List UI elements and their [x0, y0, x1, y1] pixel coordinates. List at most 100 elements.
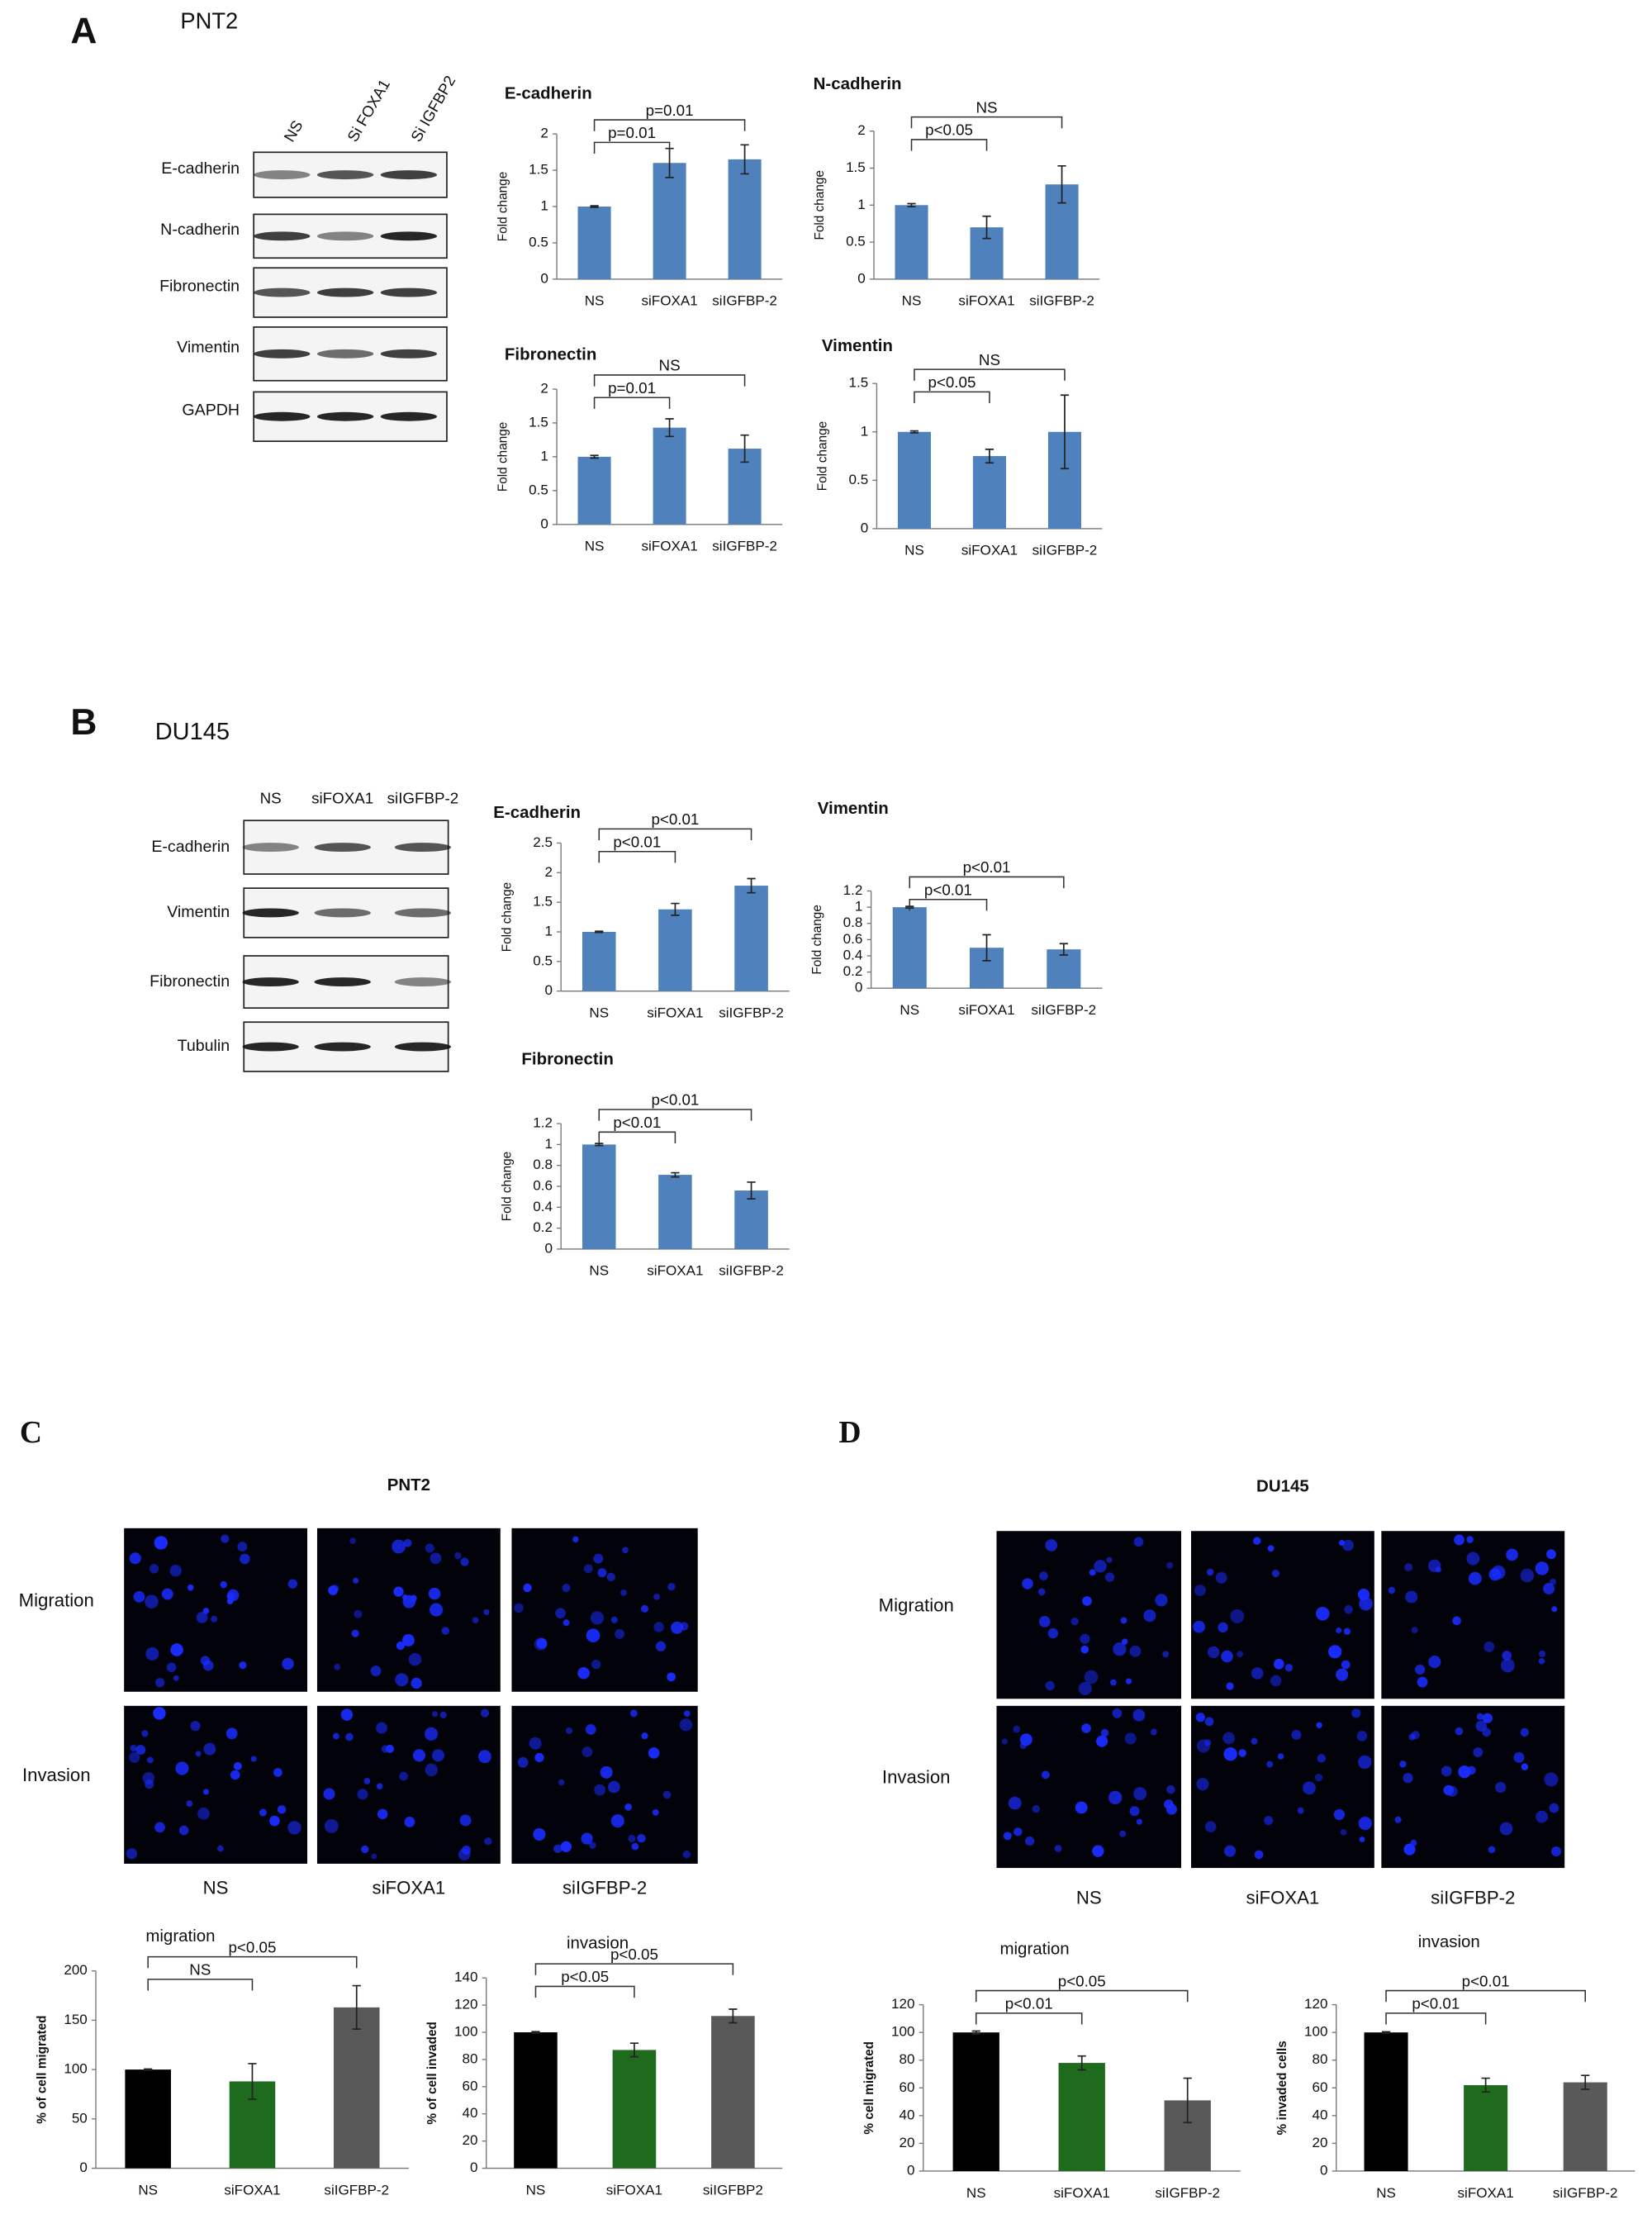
blot-label: Vimentin — [177, 339, 240, 357]
nucleus — [1230, 1609, 1245, 1623]
nucleus — [345, 1732, 354, 1741]
nucleus — [683, 1710, 691, 1718]
nucleus — [1414, 1664, 1426, 1675]
chart-title: Fibronectin — [505, 344, 596, 363]
nucleus — [1351, 1708, 1361, 1718]
panel-label: B — [70, 702, 97, 743]
nucleus — [129, 1751, 140, 1763]
error-bar — [665, 418, 674, 438]
y-tick-label: 120 — [1304, 1996, 1327, 2012]
x-tick-label: siIGFBP-2 — [1032, 543, 1098, 558]
bar — [1563, 2082, 1607, 2171]
nucleus — [1100, 1728, 1109, 1737]
nucleus — [1001, 1738, 1009, 1745]
bar — [892, 907, 927, 989]
nucleus — [610, 1616, 618, 1623]
nucleus — [225, 1727, 238, 1740]
y-tick-label: 120 — [891, 1996, 914, 2012]
nucleus — [529, 1737, 542, 1750]
nucleus — [1195, 1713, 1205, 1722]
error-bar — [971, 2030, 980, 2035]
nucleus — [1399, 1760, 1407, 1768]
nucleus — [349, 1537, 356, 1544]
blot-band — [394, 977, 452, 987]
nucleus — [1124, 1732, 1137, 1745]
bracket — [147, 1955, 358, 1969]
nucleus — [161, 1588, 173, 1600]
nucleus — [1358, 1755, 1372, 1770]
bracket — [598, 1131, 676, 1143]
bracket — [598, 850, 676, 863]
nucleus — [1112, 1708, 1123, 1718]
error-bar — [590, 454, 599, 459]
nucleus — [1491, 1565, 1506, 1580]
error-bar — [1481, 2077, 1490, 2093]
comparison-label: NS — [189, 1961, 211, 1979]
chart-title: Vimentin — [818, 799, 889, 818]
nucleus — [1113, 1642, 1127, 1656]
bracket — [909, 876, 1065, 889]
nucleus — [203, 1742, 216, 1756]
y-tick-label: 0.5 — [848, 472, 868, 487]
nucleus — [1032, 1804, 1040, 1813]
micrograph — [124, 1705, 308, 1864]
nucleus — [226, 1598, 234, 1605]
nucleus — [1341, 1660, 1351, 1670]
nucleus — [154, 1822, 165, 1833]
y-tick-label: 1.5 — [846, 159, 866, 175]
y-tick-label: 0.5 — [533, 953, 553, 968]
column-label: siIGFBP-2 — [563, 1878, 647, 1898]
y-tick-label: 0.5 — [529, 482, 548, 497]
nucleus — [1488, 1846, 1496, 1854]
imaging-title: PNT2 — [387, 1475, 430, 1494]
nucleus — [1291, 1729, 1302, 1740]
nucleus — [395, 1673, 409, 1687]
error-bar — [595, 930, 604, 934]
nucleus — [594, 1784, 606, 1796]
y-tick-label: 100 — [891, 2024, 914, 2040]
nucleus — [671, 1621, 684, 1634]
nucleus — [401, 1634, 415, 1646]
column-label: siIGFBP-2 — [1431, 1887, 1515, 1908]
nucleus — [269, 1815, 280, 1827]
blot-band — [242, 977, 299, 987]
y-axis-label: Fold change — [496, 172, 510, 241]
nucleus — [472, 1617, 479, 1624]
bar — [1047, 949, 1081, 989]
bracket — [1385, 2012, 1487, 2025]
nucleus — [572, 1536, 579, 1543]
nucleus — [586, 1628, 601, 1642]
nucleus — [628, 1834, 636, 1843]
nucleus — [1520, 1727, 1529, 1737]
nucleus — [282, 1657, 294, 1670]
x-tick-label: NS — [526, 2182, 546, 2198]
nucleus — [393, 1586, 404, 1597]
blot-label: Vimentin — [167, 903, 230, 921]
nucleus — [1054, 1845, 1062, 1852]
y-axis-label: % invaded cells — [1275, 2041, 1289, 2135]
lane-label: Si FOXA1 — [344, 76, 393, 145]
nucleus — [624, 1803, 633, 1811]
y-tick-label: 1.5 — [533, 894, 553, 910]
nucleus — [648, 1747, 660, 1759]
micrograph — [316, 1528, 501, 1692]
y-tick-label: 0 — [470, 2160, 477, 2175]
nucleus — [431, 1711, 439, 1718]
row-label: Invasion — [882, 1767, 951, 1788]
nucleus — [237, 1542, 248, 1552]
nucleus — [1482, 1713, 1493, 1723]
comparison-label: p<0.01 — [963, 858, 1011, 876]
nucleus — [582, 1746, 593, 1757]
nucleus — [615, 1628, 625, 1639]
chart-title: E-cadherin — [493, 803, 581, 822]
x-tick-label: siIGFBP-2 — [1032, 1002, 1097, 1018]
nucleus — [1106, 1556, 1113, 1563]
nucleus — [233, 1761, 242, 1770]
nucleus — [432, 1749, 445, 1762]
nucleus — [1358, 1816, 1372, 1831]
nucleus — [145, 1594, 159, 1609]
x-tick-label: NS — [138, 2182, 158, 2198]
nucleus — [425, 1543, 434, 1553]
nucleus — [1333, 1808, 1346, 1821]
